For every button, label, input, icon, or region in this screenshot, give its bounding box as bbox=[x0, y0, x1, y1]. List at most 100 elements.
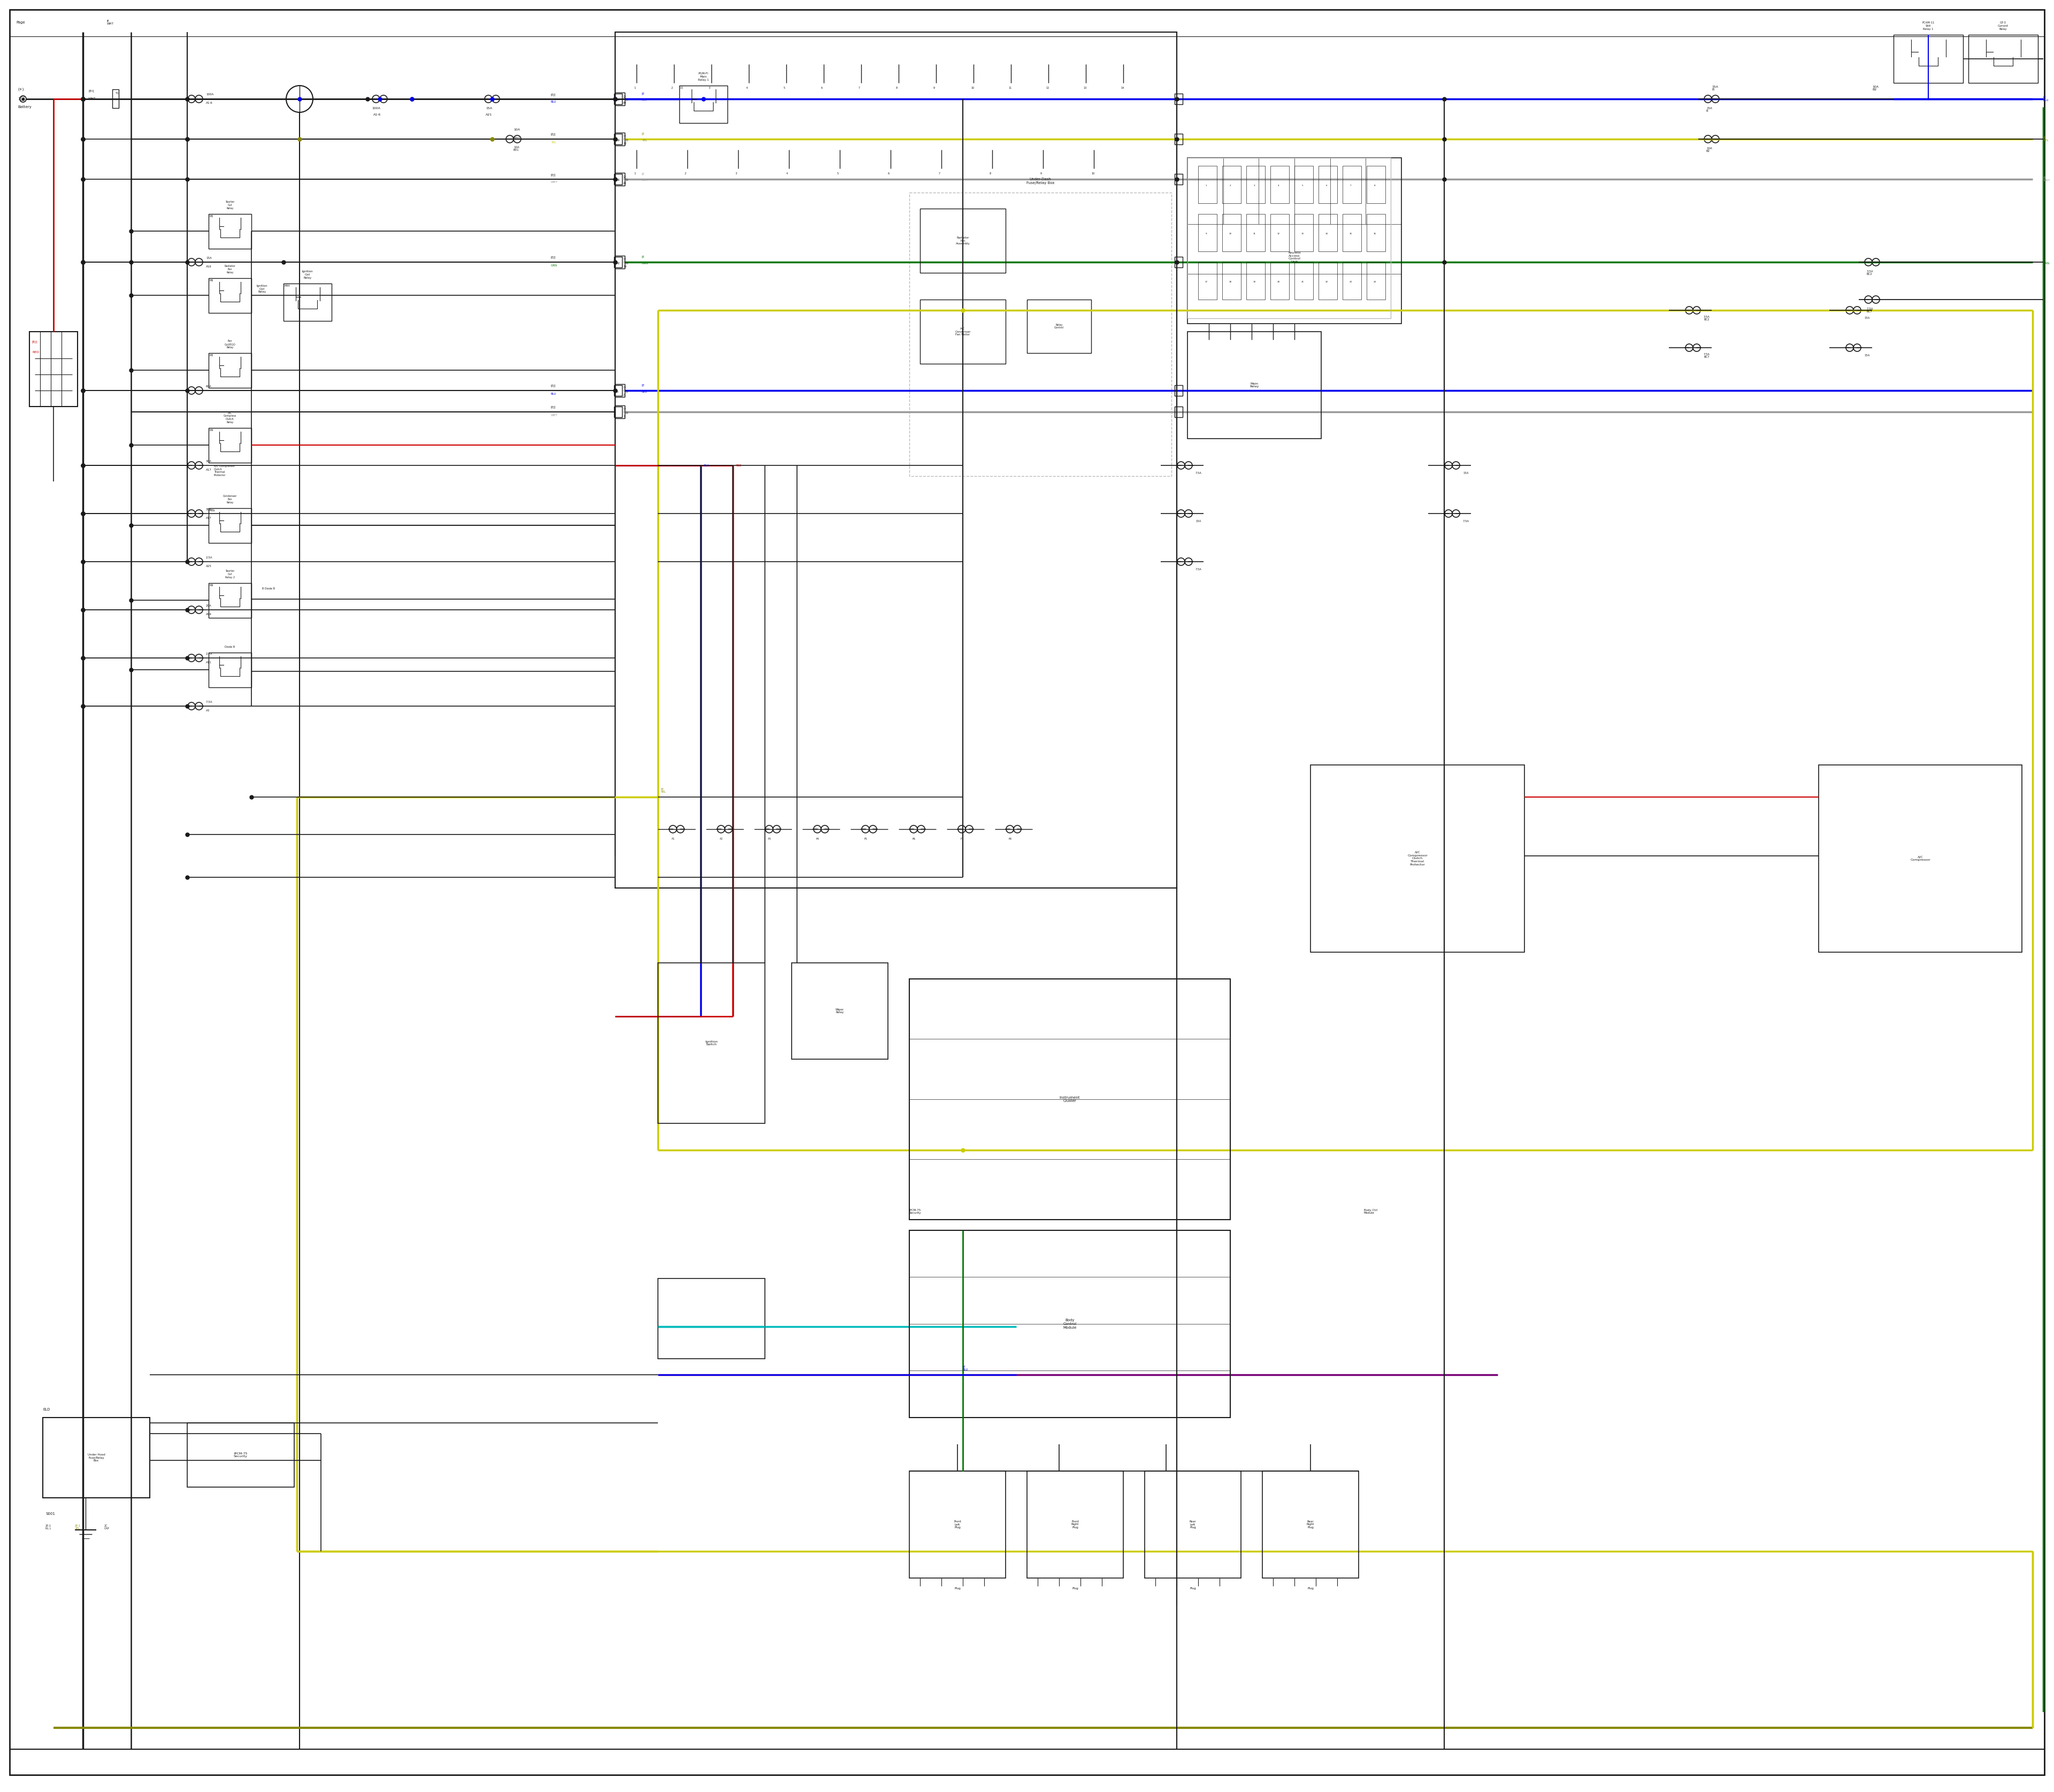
Text: [EJ]: [EJ] bbox=[550, 93, 557, 97]
Text: [E: [E bbox=[641, 133, 645, 134]
Bar bbox=[614, 133, 624, 145]
Bar bbox=[680, 86, 727, 124]
Bar bbox=[1247, 167, 1265, 202]
Bar bbox=[210, 582, 251, 618]
Bar bbox=[614, 385, 622, 396]
Text: 59: 59 bbox=[616, 99, 620, 102]
Text: T1: T1 bbox=[115, 91, 119, 95]
Text: Condenser
Fan
Relay: Condenser Fan Relay bbox=[224, 495, 236, 504]
Text: 2.5A: 2.5A bbox=[205, 556, 214, 559]
Bar bbox=[920, 299, 1006, 364]
Text: 11: 11 bbox=[1253, 233, 1255, 235]
Bar bbox=[1175, 93, 1183, 104]
Text: M5: M5 bbox=[210, 215, 214, 219]
Bar bbox=[210, 652, 251, 688]
Text: GRN: GRN bbox=[550, 263, 557, 267]
Bar bbox=[210, 353, 251, 387]
Text: A/C
Compressor
Clutch
Thermal
Protector: A/C Compressor Clutch Thermal Protector bbox=[1407, 851, 1428, 866]
Text: Under Hood
Fuse/Relay
Box: Under Hood Fuse/Relay Box bbox=[88, 1453, 105, 1462]
Text: 19: 19 bbox=[1253, 281, 1255, 283]
Text: 18: 18 bbox=[1228, 281, 1232, 283]
Text: 42: 42 bbox=[616, 262, 620, 265]
Bar bbox=[1222, 262, 1241, 299]
Text: [E: [E bbox=[641, 256, 645, 258]
Bar bbox=[614, 172, 624, 186]
Text: Front
Right
Plug: Front Right Plug bbox=[1072, 1520, 1078, 1529]
Bar bbox=[614, 93, 624, 106]
Text: 15A: 15A bbox=[1195, 520, 1202, 523]
Text: GT-3
Current
Relay: GT-3 Current Relay bbox=[1999, 22, 2009, 30]
Text: L5: L5 bbox=[680, 88, 684, 90]
Text: 19: 19 bbox=[622, 265, 626, 267]
Text: 1: 1 bbox=[18, 97, 21, 100]
Text: Plug: Plug bbox=[1306, 1588, 1315, 1590]
Text: Wiper
Relay: Wiper Relay bbox=[836, 1009, 844, 1014]
Text: A/C
Compressor: A/C Compressor bbox=[1910, 855, 1931, 862]
Bar bbox=[657, 1278, 764, 1358]
Bar bbox=[113, 90, 119, 108]
Text: A99: A99 bbox=[205, 613, 212, 615]
Text: 21: 21 bbox=[1300, 281, 1304, 283]
Bar bbox=[1319, 167, 1337, 202]
Bar bbox=[43, 1417, 150, 1498]
Bar bbox=[1175, 385, 1183, 396]
Bar bbox=[614, 174, 622, 185]
Text: D: D bbox=[626, 179, 629, 181]
Text: Diode B: Diode B bbox=[224, 645, 234, 649]
Text: A3: A3 bbox=[205, 710, 210, 711]
Text: Instrument
Cluster: Instrument Cluster bbox=[1060, 1095, 1080, 1102]
Text: [EJ]: [EJ] bbox=[550, 133, 557, 136]
Text: 12: 12 bbox=[1278, 233, 1280, 235]
Bar bbox=[1343, 167, 1362, 202]
Bar bbox=[1294, 213, 1313, 251]
Text: M3b: M3b bbox=[210, 509, 216, 513]
Text: [E: [E bbox=[641, 172, 645, 176]
Bar bbox=[1175, 256, 1183, 267]
Text: WHT: WHT bbox=[641, 179, 649, 181]
Text: 80: 80 bbox=[622, 102, 626, 104]
Text: [E: [E bbox=[641, 383, 645, 387]
Text: GRN: GRN bbox=[641, 262, 649, 265]
Bar bbox=[1175, 407, 1183, 418]
Bar bbox=[1197, 167, 1216, 202]
Text: F4: F4 bbox=[815, 837, 820, 840]
Text: S001: S001 bbox=[45, 1512, 55, 1516]
Bar bbox=[1310, 765, 1524, 952]
Text: PGM-FI
Main
Relay 1: PGM-FI Main Relay 1 bbox=[698, 72, 709, 81]
Text: 15A: 15A bbox=[205, 256, 212, 260]
Bar bbox=[910, 978, 1230, 1220]
Bar bbox=[1247, 262, 1265, 299]
Text: [EJ]: [EJ] bbox=[550, 174, 557, 176]
Text: Ignition
Coil
Relay: Ignition Coil Relay bbox=[302, 271, 312, 280]
Text: A21: A21 bbox=[485, 113, 493, 116]
Bar bbox=[1269, 262, 1290, 299]
Bar bbox=[614, 407, 622, 418]
Text: 11: 11 bbox=[1009, 88, 1013, 90]
Text: 10: 10 bbox=[1091, 172, 1095, 176]
Text: WHT: WHT bbox=[88, 97, 97, 100]
Text: 7.5A: 7.5A bbox=[1195, 568, 1202, 572]
Text: A/C
Condenser
Fan Motor: A/C Condenser Fan Motor bbox=[955, 328, 972, 337]
Text: [EJ]: [EJ] bbox=[550, 256, 557, 260]
Text: 100A: 100A bbox=[372, 108, 380, 109]
Bar bbox=[1144, 1471, 1241, 1579]
Text: D: D bbox=[626, 138, 629, 142]
Text: [E
BLU: [E BLU bbox=[963, 1366, 967, 1371]
Bar bbox=[614, 134, 622, 145]
Bar bbox=[1247, 213, 1265, 251]
Text: 10: 10 bbox=[972, 88, 974, 90]
Text: [E
YEL: [E YEL bbox=[2044, 136, 2048, 142]
Text: 12: 12 bbox=[622, 142, 626, 145]
Text: BLU: BLU bbox=[550, 392, 557, 394]
Text: Starter
Cut
Relay: Starter Cut Relay bbox=[226, 201, 234, 210]
Text: 30A: 30A bbox=[205, 461, 212, 462]
Text: BLU: BLU bbox=[641, 99, 647, 102]
Text: 10A: 10A bbox=[514, 129, 520, 131]
Text: FCAM-11
Shtl
Relay 1: FCAM-11 Shtl Relay 1 bbox=[1923, 22, 1935, 30]
Text: Radiator
Fan
Relay: Radiator Fan Relay bbox=[224, 265, 236, 274]
Bar bbox=[1818, 765, 2021, 952]
Text: B31: B31 bbox=[514, 136, 520, 140]
Text: [EJ]: [EJ] bbox=[550, 385, 557, 387]
Bar bbox=[1187, 158, 1391, 319]
Text: A1-6: A1-6 bbox=[374, 113, 380, 116]
